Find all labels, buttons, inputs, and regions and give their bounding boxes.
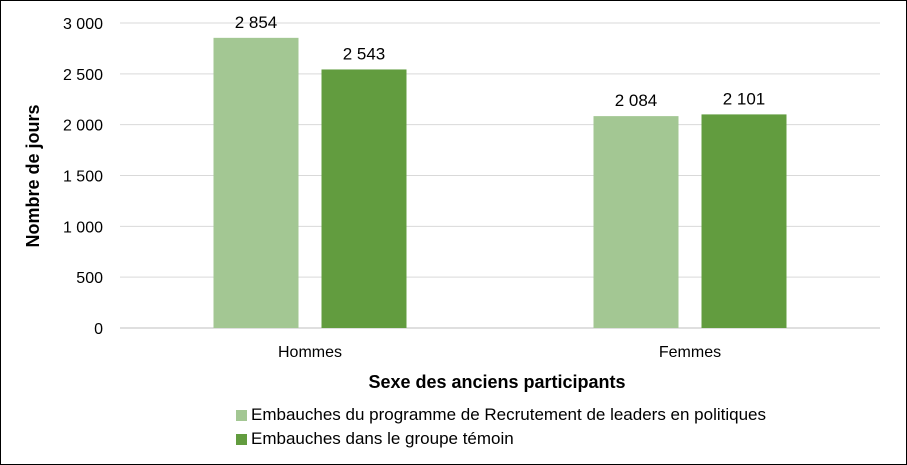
y-tick-label: 2 000 <box>63 118 103 135</box>
x-tick-label: Hommes <box>278 344 342 361</box>
data-labels: 2 854 2 543 2 084 2 101 <box>235 13 766 110</box>
y-tick-label: 1 500 <box>63 169 103 186</box>
legend-swatch <box>236 433 247 445</box>
legend: Embauches du programme de Recrutement de… <box>236 403 766 451</box>
legend-item: Embauches du programme de Recrutement de… <box>236 403 766 427</box>
legend-label: Embauches du programme de Recrutement de… <box>251 405 767 424</box>
bar <box>321 69 407 328</box>
legend-swatch <box>236 409 247 421</box>
y-axis-title: Nombre de jours <box>23 104 43 247</box>
data-label: 2 101 <box>723 89 766 108</box>
x-axis-ticks: Hommes Femmes <box>278 344 721 361</box>
bar <box>213 37 299 329</box>
x-tick-label: Femmes <box>659 344 721 361</box>
y-tick-label: 0 <box>94 321 103 338</box>
y-tick-label: 1 000 <box>63 219 103 236</box>
data-label: 2 084 <box>615 91 658 110</box>
y-tick-label: 500 <box>76 270 103 287</box>
y-tick-label: 2 500 <box>63 67 103 84</box>
y-axis-ticks: 0 500 1 000 1 500 2 000 2 500 3 000 <box>63 16 103 338</box>
bars <box>213 37 787 329</box>
legend-label: Embauches dans le groupe témoin <box>251 429 514 448</box>
y-tick-label: 3 000 <box>63 16 103 33</box>
bar <box>593 116 679 328</box>
legend-item: Embauches dans le groupe témoin <box>236 427 766 451</box>
bar <box>701 114 787 328</box>
x-axis-title: Sexe des anciens participants <box>368 372 625 392</box>
data-label: 2 543 <box>343 44 386 63</box>
data-label: 2 854 <box>235 13 278 32</box>
